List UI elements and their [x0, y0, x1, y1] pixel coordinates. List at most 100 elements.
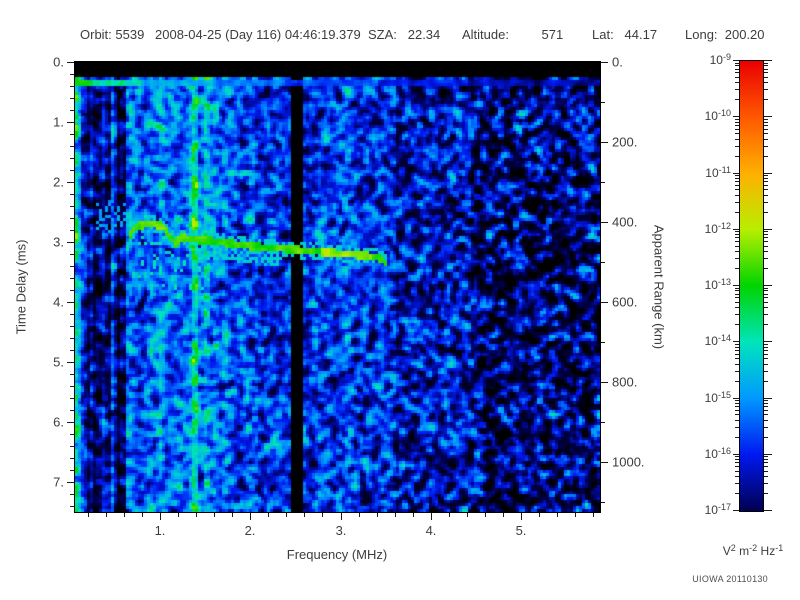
colorbar-minor-tick-right [764, 354, 768, 355]
colorbar-minor-tick-right [764, 403, 768, 404]
colorbar-minor-tick-right [764, 437, 768, 438]
colorbar-minor-tick-right [764, 420, 768, 421]
y2-axis-title: Apparent Range (km) [651, 224, 667, 350]
colorbar-minor-tick-right [764, 231, 768, 232]
y-tick-label: 1. [53, 114, 64, 130]
y2-major-tick [601, 62, 608, 63]
colorbar-minor-tick-right [764, 358, 768, 359]
colorbar-minor-tick-right [764, 82, 768, 83]
colorbar-minor-tick-right [764, 371, 768, 372]
colorbar-minor-tick-right [764, 234, 768, 235]
x-minor-tick [359, 513, 360, 517]
colorbar-major-tick [764, 341, 772, 342]
y2-major-tick [601, 382, 608, 383]
y2-tick-label: 400. [612, 214, 638, 230]
y2-minor-tick [601, 342, 605, 343]
y-major-tick [67, 62, 74, 63]
y2-major-tick [601, 462, 608, 463]
y-tick-label: 6. [53, 414, 64, 430]
colorbar-minor-tick-right [764, 414, 768, 415]
x-minor-tick [178, 513, 179, 517]
y-major-tick [67, 422, 74, 423]
header-long: Long: 200.20 [685, 27, 765, 42]
y2-major-tick [601, 222, 608, 223]
colorbar-minor-tick-right [764, 314, 768, 315]
colorbar-minor-tick-right [764, 290, 768, 291]
colorbar-minor-tick-right [764, 72, 768, 73]
colorbar-major-tick [764, 116, 772, 117]
colorbar-tick-label: 10-10 [704, 107, 731, 123]
colorbar-tick-label: 10-16 [704, 445, 731, 461]
colorbar-minor-tick-right [764, 258, 768, 259]
y-tick-label: 0. [53, 54, 64, 70]
y-major-tick [67, 122, 74, 123]
colorbar-minor-tick-right [764, 483, 768, 484]
colorbar-minor-tick-right [764, 476, 768, 477]
colorbar-major-tick [764, 454, 772, 455]
colorbar-minor-tick-right [764, 139, 768, 140]
y-tick-label: 2. [53, 174, 64, 190]
colorbar-tick-label: 10-13 [704, 276, 731, 292]
colorbar-minor-tick-right [764, 129, 768, 130]
x-minor-tick [449, 513, 450, 517]
x-tick-label: 5. [515, 523, 527, 538]
colorbar-major-tick [764, 60, 772, 61]
x-minor-tick [413, 513, 414, 517]
colorbar-minor-tick-right [764, 241, 768, 242]
colorbar-tick-label: 10-14 [704, 332, 731, 348]
colorbar-minor-tick-right [764, 77, 768, 78]
header-lat: Lat: 44.17 [592, 27, 658, 42]
y-axis-title: Time Delay (ms) [13, 239, 29, 335]
colorbar-minor-tick-right [764, 65, 768, 66]
colorbar-minor-tick-right [764, 133, 768, 134]
colorbar-tick-label: 10-17 [704, 501, 731, 517]
x-minor-tick [286, 513, 287, 517]
x-minor-tick [485, 513, 486, 517]
colorbar-minor-tick-right [764, 364, 768, 365]
colorbar-minor-tick-right [764, 347, 768, 348]
colorbar-minor-tick-right [764, 456, 768, 457]
colorbar-minor-tick-right [764, 493, 768, 494]
colorbar-minor-tick-right [764, 324, 768, 325]
colorbar-minor-tick-right [764, 189, 768, 190]
y2-minor-tick [601, 422, 605, 423]
y2-tick-label: 200. [612, 134, 638, 150]
y2-tick-label: 600. [612, 294, 638, 310]
x-axis-title: Frequency (MHz) [286, 547, 388, 562]
x-minor-tick [322, 513, 323, 517]
colorbar-minor-tick-right [764, 459, 768, 460]
colorbar-minor-tick-right [764, 302, 768, 303]
x-minor-tick [106, 513, 107, 517]
colorbar-minor-tick-right [764, 297, 768, 298]
header-orbit: Orbit: 5539 [80, 27, 145, 42]
y-tick-label: 5. [53, 354, 64, 370]
y-major-tick [67, 182, 74, 183]
y2-minor-tick [601, 102, 605, 103]
colorbar-tick-label: 10-11 [705, 164, 731, 180]
colorbar-minor-tick-right [764, 268, 768, 269]
colorbar-minor-tick-right [764, 185, 768, 186]
y2-minor-tick [601, 502, 605, 503]
x-minor-tick [124, 513, 125, 517]
y-major-tick [67, 482, 74, 483]
colorbar-minor-tick-right [764, 125, 768, 126]
x-minor-tick [268, 513, 269, 517]
colorbar-minor-tick-right [764, 406, 768, 407]
x-minor-tick [557, 513, 558, 517]
colorbar-tick-label: 10-15 [704, 389, 731, 405]
y-major-tick [67, 362, 74, 363]
y-tick-label: 7. [53, 474, 64, 490]
x-minor-tick [539, 513, 540, 517]
x-major-tick [431, 513, 432, 520]
colorbar-major-tick [764, 173, 772, 174]
spectrogram-canvas [75, 62, 600, 512]
y2-minor-tick [601, 182, 605, 183]
x-major-tick [160, 513, 161, 520]
colorbar-minor-tick-right [764, 122, 768, 123]
y2-major-tick [601, 302, 608, 303]
x-major-tick [521, 513, 522, 520]
x-major-tick [250, 513, 251, 520]
y2-major-tick [601, 142, 608, 143]
x-minor-tick [88, 513, 89, 517]
colorbar-minor-tick-right [764, 99, 768, 100]
